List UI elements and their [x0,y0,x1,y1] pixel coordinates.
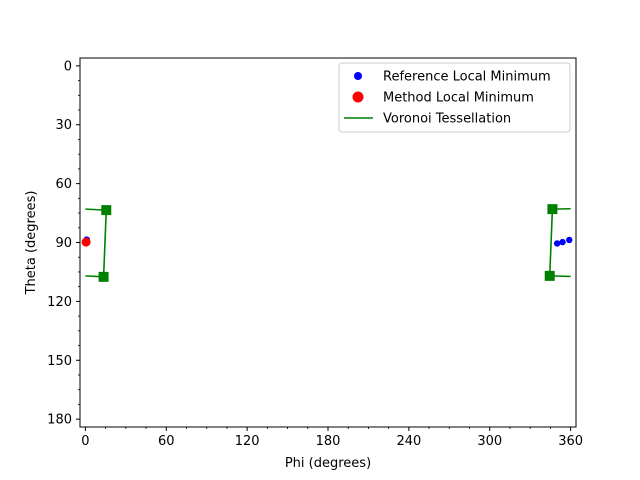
x-tick-label-120: 120 [235,434,260,449]
x-tick-label-240: 240 [396,434,421,449]
x-tick-label-0: 0 [81,434,89,449]
legend[interactable]: Reference Local Minimum Method Local Mini… [338,62,571,133]
legend-label-1: Method Local Minimum [383,91,534,106]
y-tick-label-60: 60 [55,177,72,192]
x-tick-label-360: 360 [558,434,583,449]
data-marks [81,204,573,282]
x-axis-label: Phi (degrees) [285,456,371,471]
voronoi-vertex-0 [101,205,112,216]
legend-box [338,62,571,133]
y-axis-label: Theta (degrees) [24,191,39,296]
y-tick-label-90: 90 [55,236,72,251]
reference-minimum-point-1 [553,240,561,247]
voronoi-vertex-3 [544,270,555,281]
legend-entry-1: Method Local Minimum [352,91,534,106]
y-tick-label-150: 150 [47,354,72,369]
voronoi-vertex-2 [547,204,558,215]
legend-label-0: Reference Local Minimum [383,70,551,85]
reference-minimum-point-3 [566,236,573,244]
legend-marker-method [352,91,364,103]
legend-entry-0: Reference Local Minimum [354,70,551,85]
y-tick-label-180: 180 [47,413,72,428]
y-tick-label-30: 30 [55,118,72,133]
x-tick-label-300: 300 [477,434,502,449]
method-minimum-point-0 [81,237,91,247]
y-tick-label-120: 120 [47,295,72,310]
legend-entry-2: Voronoi Tessellation [344,112,511,127]
legend-label-2: Voronoi Tessellation [383,112,511,127]
reference-minimum-point-2 [559,238,566,246]
voronoi-edge-3 [548,209,554,276]
voronoi-vertex-1 [98,271,109,282]
x-tick-label-180: 180 [316,434,341,449]
y-tick-label-0: 0 [64,59,72,74]
axes: 0 60 120 180 240 300 360 0 30 60 90 120 150 180 [47,59,583,449]
legend-marker-reference [354,72,362,80]
x-tick-label-60: 60 [158,434,175,449]
voronoi-edge-0 [102,210,108,277]
